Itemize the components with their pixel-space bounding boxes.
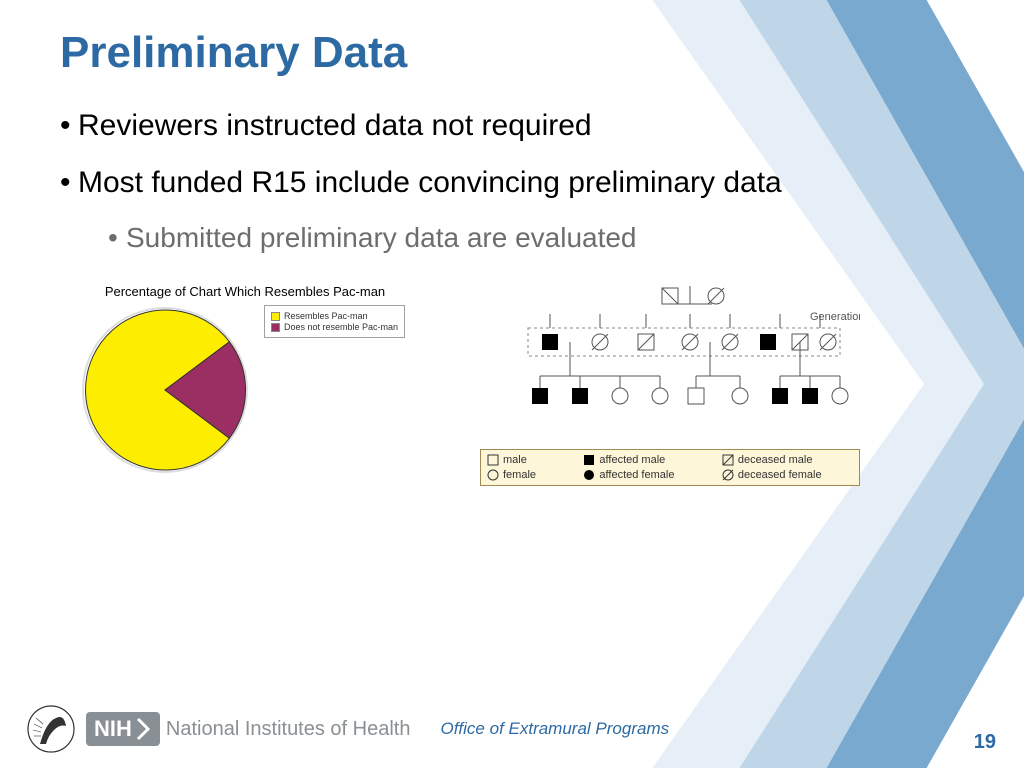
bullet-list: •Reviewers instructed data not required … [60, 106, 964, 256]
pedigree-svg: Generation [480, 284, 860, 444]
hhs-seal-icon [26, 704, 76, 754]
chevron-right-icon [136, 717, 152, 741]
pedigree-legend: male affected male deceased male female … [480, 449, 860, 486]
sub-bullet-item: •Submitted preliminary data are evaluate… [108, 220, 964, 256]
footer: NIH National Institutes of Health Office… [0, 704, 1024, 754]
page-number: 19 [974, 731, 996, 754]
pie-svg [80, 305, 250, 475]
generation-label: Generation [810, 311, 860, 323]
nih-text: National Institutes of Health [166, 718, 411, 741]
slide-title: Preliminary Data [60, 28, 964, 78]
pacman-pie-chart: Percentage of Chart Which Resembles Pac-… [80, 284, 410, 486]
bullet-item: •Reviewers instructed data not required [60, 106, 964, 145]
bullet-item: •Most funded R15 include convincing prel… [60, 163, 964, 202]
office-text: Office of Extramural Programs [440, 719, 669, 739]
pie-legend: Resembles Pac-man Does not resemble Pac-… [264, 305, 405, 338]
chart-title: Percentage of Chart Which Resembles Pac-… [80, 284, 410, 299]
pedigree-diagram: Generation [480, 284, 860, 486]
nih-badge: NIH [86, 712, 160, 746]
